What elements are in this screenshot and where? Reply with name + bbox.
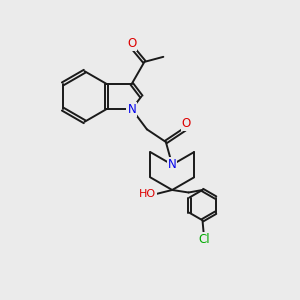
Text: N: N <box>128 103 136 116</box>
Text: O: O <box>182 118 191 130</box>
Text: N: N <box>168 158 177 171</box>
Text: O: O <box>127 37 136 50</box>
Text: HO: HO <box>139 189 156 199</box>
Text: Cl: Cl <box>198 233 210 246</box>
